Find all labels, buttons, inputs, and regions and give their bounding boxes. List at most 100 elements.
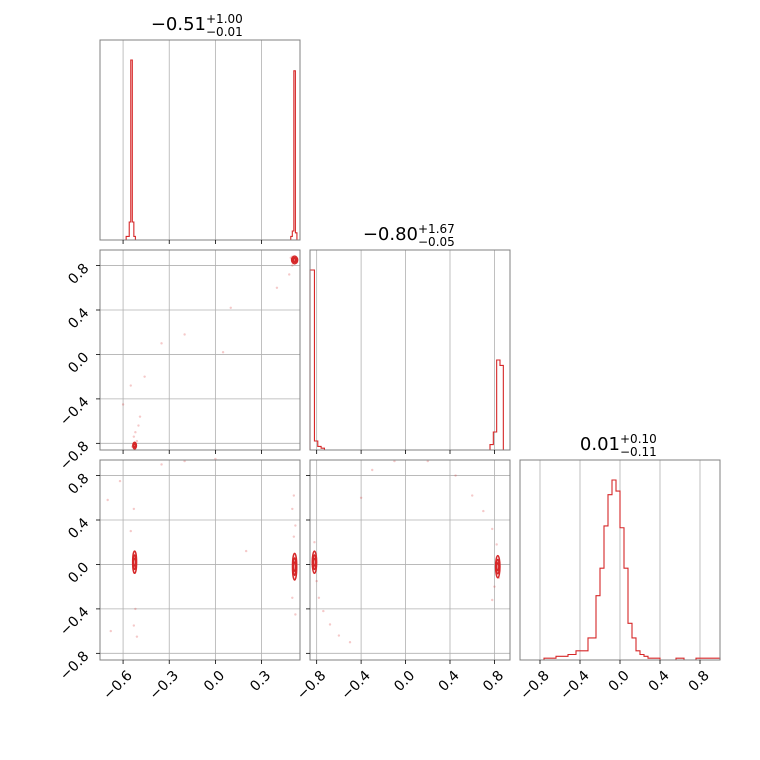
title-param-2-minus: −0.05	[418, 235, 455, 249]
frame-hist-param-2	[309, 249, 511, 451]
p10-contour-1-1	[291, 256, 298, 264]
p10-ytick-label-3: 0.4	[65, 305, 92, 332]
p10-point-16	[288, 273, 291, 276]
p20-point-1	[134, 607, 137, 611]
xtick-labels-param-1: −0.6 −0.3 0.0 0.3	[100, 668, 274, 703]
scatter-points-1-3	[106, 457, 297, 638]
p10-point-13	[229, 306, 232, 309]
ticks-hist-param-3	[539, 660, 701, 664]
p20-point-11	[244, 549, 248, 553]
grid-scatter-1-2	[100, 250, 300, 450]
p21-point-7	[359, 496, 363, 499]
p20-contour-0-2	[132, 557, 137, 567]
scatter-points-1-2	[121, 255, 299, 448]
frame-scatter-1-3	[99, 459, 301, 661]
grid-hist-param-3	[539, 460, 701, 660]
p22-xtick-label-0: −0.8	[517, 668, 552, 703]
p21-point-2	[317, 596, 321, 599]
p20-point-15	[291, 596, 294, 599]
p10-point-11	[160, 342, 163, 345]
xtick-labels-param-2: −0.8 −0.4 0.0 0.4 0.8	[294, 668, 507, 703]
p20-point-0	[132, 507, 136, 511]
ticks-scatter-1-2	[96, 265, 262, 454]
ticks-hist-param-2	[316, 450, 495, 454]
p21-point-16	[493, 585, 496, 588]
frame-hist-param-1	[99, 39, 301, 241]
p21-contour-0-2	[312, 557, 317, 567]
title-param-1-plus: +1.00	[206, 12, 243, 26]
p20-ytick-label-4: 0.8	[65, 471, 92, 498]
p21-point-8	[371, 468, 374, 472]
p21-point-13	[482, 509, 485, 513]
p10-point-17	[291, 264, 294, 267]
histogram-param-2	[309, 269, 510, 451]
grid-hist-param-1	[122, 40, 262, 240]
p10-point-5	[134, 431, 137, 434]
p20-point-13	[292, 494, 296, 497]
xtick-labels-param-3: −0.8 −0.4 0.0 0.4 0.8	[517, 668, 712, 703]
contours-1-2	[132, 255, 299, 450]
p10-ytick-label-0: −0.8	[57, 438, 92, 473]
p20-point-14	[294, 613, 297, 616]
ytick-labels-param-3: −0.8 −0.4 0.0 0.4 0.8	[57, 471, 92, 684]
p20-ytick-label-1: −0.4	[57, 604, 92, 639]
p20-contour-1-2	[292, 561, 297, 573]
title-param-2-plus: +1.67	[418, 222, 455, 236]
ticks-scatter-2-3	[306, 475, 495, 664]
histogram-param-1	[100, 59, 300, 241]
p21-point-10	[426, 459, 429, 463]
title-param-3-median: 0.01	[580, 434, 620, 455]
p21-point-15	[495, 543, 498, 546]
scatter-points-2-3	[313, 459, 501, 644]
p21-point-14	[491, 527, 494, 531]
p10-point-14	[221, 351, 225, 354]
p20-point-8	[160, 463, 163, 466]
p22-xtick-label-4: 0.8	[686, 668, 713, 695]
p10-ytick-label-4: 0.8	[65, 261, 92, 288]
p21-xtick-label-3: 0.4	[436, 668, 463, 695]
p22-xtick-label-1: −0.4	[557, 668, 592, 703]
panel-hist-param-3: −0.8 −0.4 0.0 0.4 0.8 0.01 +0.10 −0.11	[517, 432, 721, 703]
p21-point-5	[337, 634, 341, 637]
grid-scatter-2-3	[310, 460, 510, 660]
panel-scatter-param-1-vs-3: −0.6 −0.3 0.0 0.3 −0.8 −0.4 0.0 0.4 0.8	[57, 457, 301, 703]
p10-point-9	[121, 403, 125, 406]
ticks-scatter-1-3	[96, 475, 262, 664]
p21-point-12	[471, 494, 474, 497]
p21-point-3	[322, 609, 325, 613]
p22-xtick-label-2: 0.0	[606, 668, 633, 695]
p10-contour-0-2	[132, 443, 137, 448]
p10-point-4	[132, 435, 136, 438]
contours-1-3	[131, 550, 298, 581]
p20-point-4	[129, 529, 132, 533]
p10-point-7	[138, 415, 142, 418]
ticks-hist-param-1	[122, 240, 262, 244]
panel-scatter-param-1-vs-2: −0.8 −0.4 0.0 0.4 0.8	[57, 249, 301, 474]
p20-point-2	[132, 624, 136, 627]
p20-xtick-label-0: −0.6	[100, 668, 135, 703]
p10-point-8	[129, 384, 132, 387]
p20-ytick-label-2: 0.0	[65, 559, 92, 586]
p20-point-6	[106, 498, 109, 502]
p10-point-10	[143, 375, 146, 378]
p10-point-3	[135, 439, 139, 443]
p21-point-17	[491, 598, 494, 602]
p21-xtick-label-0: −0.8	[294, 668, 329, 703]
p20-point-9	[183, 459, 186, 463]
p10-point-6	[137, 424, 140, 427]
p10-point-12	[183, 333, 186, 336]
title-param-2-median: −0.80	[363, 224, 418, 245]
grid-scatter-1-3	[100, 460, 300, 660]
p20-ytick-label-0: −0.8	[57, 648, 92, 683]
p21-point-11	[454, 474, 457, 477]
p20-xtick-label-3: 0.3	[247, 668, 274, 695]
p10-ytick-label-1: −0.4	[57, 394, 92, 429]
p21-point-6	[348, 641, 352, 644]
p22-xtick-label-3: 0.4	[646, 668, 673, 695]
p20-point-17	[294, 524, 297, 527]
p21-point-1	[315, 579, 318, 583]
title-param-1-median: −0.51	[151, 14, 206, 35]
grid-hist-param-2	[316, 250, 495, 450]
p20-point-5	[118, 479, 122, 483]
